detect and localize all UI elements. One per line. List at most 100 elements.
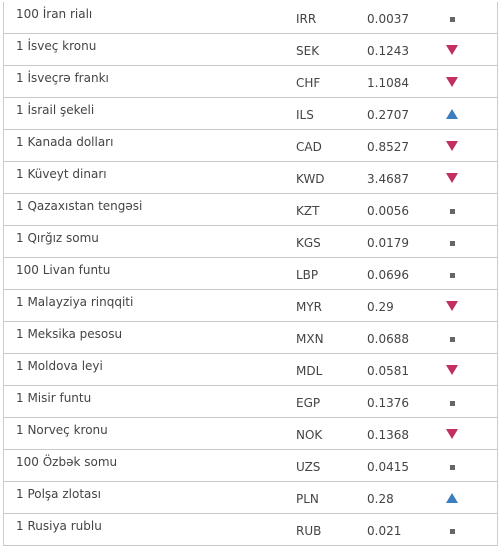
trend-icon — [450, 17, 455, 22]
currency-name: 1 Moldova leyi — [16, 359, 103, 373]
exchange-rate: 0.021 — [367, 524, 402, 538]
exchange-rate: 3.4687 — [367, 172, 409, 186]
table-row: 1 Misir funtu EGP 0.1376 — [4, 386, 497, 418]
table-row: 1 Norveç kronu NOK 0.1368 — [4, 418, 497, 450]
exchange-rate: 0.0696 — [367, 268, 409, 282]
currency-name: 1 Qazaxıstan tengəsi — [16, 199, 143, 213]
currency-code: NOK — [296, 428, 323, 442]
trend-icon — [450, 529, 455, 534]
exchange-rate: 0.2707 — [367, 108, 409, 122]
table-row: 1 Qazaxıstan tengəsi KZT 0.0056 — [4, 194, 497, 226]
currency-code: SEK — [296, 44, 320, 58]
table-row: 1 Kanada dolları CAD 0.8527 — [4, 130, 497, 162]
trend-same — [450, 241, 455, 246]
trend-down — [446, 141, 458, 151]
trend-icon — [446, 77, 458, 87]
currency-code: CAD — [296, 140, 322, 154]
currency-name: 1 İsrail şekeli — [16, 103, 95, 117]
trend-down — [446, 429, 458, 439]
trend-icon — [450, 401, 455, 406]
currency-code: IRR — [296, 12, 317, 26]
currency-name: 1 Norveç kronu — [16, 423, 108, 437]
currency-name: 1 Malayziya rinqqiti — [16, 295, 134, 309]
table-row: 1 Qırğız somu KGS 0.0179 — [4, 226, 497, 258]
exchange-rate: 0.0415 — [367, 460, 409, 474]
currency-code: KWD — [296, 172, 325, 186]
currency-name: 1 Küveyt dinarı — [16, 167, 107, 181]
currency-name: 1 Rusiya rublu — [16, 519, 102, 533]
currency-code: CHF — [296, 76, 321, 90]
exchange-rate: 0.0581 — [367, 364, 409, 378]
trend-same — [450, 209, 455, 214]
exchange-rate: 1.1084 — [367, 76, 409, 90]
trend-down — [446, 365, 458, 375]
currency-code: KZT — [296, 204, 320, 218]
exchange-rate: 0.0688 — [367, 332, 409, 346]
table-row: 1 İsrail şekeli ILS 0.2707 — [4, 98, 497, 130]
currency-name: 1 Kanada dolları — [16, 135, 114, 149]
trend-icon — [446, 365, 458, 375]
currency-name: 1 Qırğız somu — [16, 231, 99, 245]
currency-code: LBP — [296, 268, 319, 282]
table-row: 1 Meksika pesosu MXN 0.0688 — [4, 322, 497, 354]
trend-down — [446, 173, 458, 183]
currency-name: 1 İsveçrə frankı — [16, 71, 109, 85]
trend-same — [450, 401, 455, 406]
trend-up — [446, 493, 458, 503]
trend-same — [450, 529, 455, 534]
table-row: 1 Malayziya rinqqiti MYR 0.29 — [4, 290, 497, 322]
table-row: 100 İran rialı IRR 0.0037 — [4, 2, 497, 34]
currency-name: 100 Özbək somu — [16, 455, 118, 469]
trend-icon — [450, 273, 455, 278]
trend-icon — [450, 465, 455, 470]
currency-code: MDL — [296, 364, 323, 378]
trend-down — [446, 301, 458, 311]
table-row: 100 Livan funtu LBP 0.0696 — [4, 258, 497, 290]
currency-code: PLN — [296, 492, 319, 506]
exchange-rate: 0.28 — [367, 492, 394, 506]
table-row: 1 İsveçrə frankı CHF 1.1084 — [4, 66, 497, 98]
table-row: 1 Rusiya rublu RUB 0.021 — [4, 514, 497, 546]
currency-code: MXN — [296, 332, 324, 346]
trend-down — [446, 77, 458, 87]
table-row: 1 Polşa zlotası PLN 0.28 — [4, 482, 497, 514]
trend-icon — [450, 209, 455, 214]
currency-name: 1 Polşa zlotası — [16, 487, 101, 501]
table-row: 1 Küveyt dinarı KWD 3.4687 — [4, 162, 497, 194]
currency-code: MYR — [296, 300, 323, 314]
trend-icon — [446, 301, 458, 311]
trend-icon — [446, 45, 458, 55]
exchange-rate: 0.29 — [367, 300, 394, 314]
exchange-rate: 0.1376 — [367, 396, 409, 410]
trend-icon — [450, 337, 455, 342]
trend-icon — [446, 173, 458, 183]
trend-icon — [446, 493, 458, 503]
currency-name: 1 Misir funtu — [16, 391, 92, 405]
trend-same — [450, 273, 455, 278]
trend-same — [450, 17, 455, 22]
trend-up — [446, 109, 458, 119]
currency-name: 100 Livan funtu — [16, 263, 111, 277]
currency-table: 100 İran rialı IRR 0.0037 1 İsveç kronu SEK 0… — [3, 2, 498, 546]
currency-code: EGP — [296, 396, 321, 410]
exchange-rate: 0.0037 — [367, 12, 409, 26]
trend-icon — [446, 429, 458, 439]
currency-code: UZS — [296, 460, 321, 474]
exchange-rate: 0.8527 — [367, 140, 409, 154]
currency-code: RUB — [296, 524, 322, 538]
trend-down — [446, 45, 458, 55]
table-row: 100 Özbək somu UZS 0.0415 — [4, 450, 497, 482]
currency-name: 1 İsveç kronu — [16, 39, 97, 53]
table-row: 1 İsveç kronu SEK 0.1243 — [4, 34, 497, 66]
currency-code: KGS — [296, 236, 321, 250]
trend-same — [450, 337, 455, 342]
trend-icon — [446, 109, 458, 119]
exchange-rate: 0.0056 — [367, 204, 409, 218]
exchange-rate: 0.0179 — [367, 236, 409, 250]
currency-name: 100 İran rialı — [16, 7, 93, 21]
table-row: 1 Moldova leyi MDL 0.0581 — [4, 354, 497, 386]
trend-icon — [446, 141, 458, 151]
currency-name: 1 Meksika pesosu — [16, 327, 123, 341]
currency-code: ILS — [296, 108, 314, 122]
